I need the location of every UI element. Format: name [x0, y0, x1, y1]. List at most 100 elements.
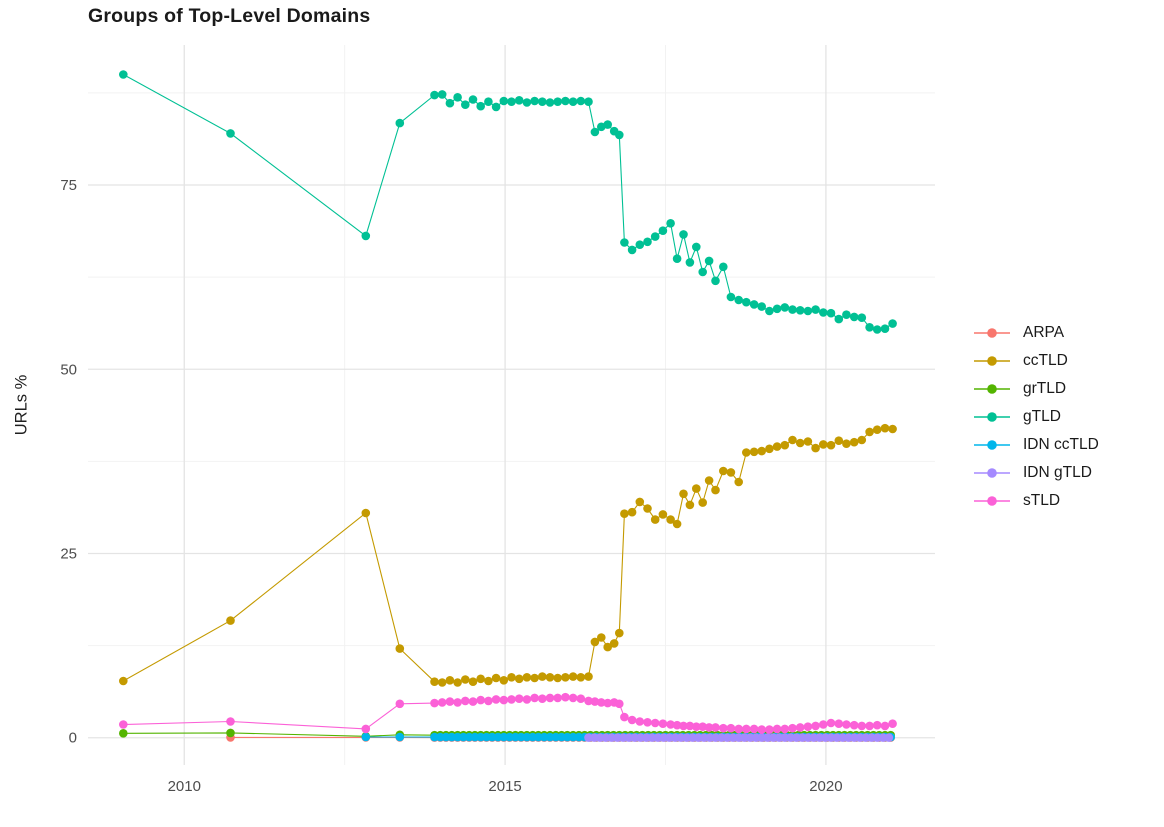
data-point — [584, 696, 593, 706]
data-point — [698, 498, 707, 507]
data-point — [811, 721, 820, 731]
data-point — [361, 231, 371, 241]
data-point — [615, 699, 624, 709]
data-point — [476, 674, 486, 684]
data-point — [643, 237, 652, 247]
data-point — [453, 678, 462, 687]
data-point — [757, 446, 766, 456]
data-point — [507, 673, 516, 682]
data-point — [499, 676, 509, 685]
data-point — [361, 508, 371, 518]
legend-item-arpa: ARPA — [973, 323, 1099, 343]
data-point — [597, 698, 606, 707]
data-point — [553, 97, 562, 106]
data-point — [590, 127, 600, 137]
data-point — [437, 90, 447, 99]
data-point — [849, 312, 859, 322]
data-point — [615, 628, 624, 638]
data-point — [772, 724, 782, 734]
data-point — [119, 70, 128, 79]
data-point — [880, 423, 890, 433]
data-point — [226, 129, 235, 138]
data-point — [226, 717, 235, 726]
legend-label: ARPA — [1023, 324, 1065, 341]
data-point — [742, 724, 751, 734]
legend-label: sTLD — [1023, 492, 1061, 509]
legend-key-icon — [974, 440, 1010, 450]
data-point — [499, 96, 509, 106]
data-point — [545, 673, 555, 682]
data-point — [884, 733, 894, 742]
data-point — [538, 97, 547, 106]
chart-title: Groups of Top-Level Domains — [88, 5, 371, 27]
data-point — [749, 300, 759, 309]
data-point — [650, 515, 660, 524]
data-point — [499, 695, 509, 705]
data-point — [842, 439, 851, 449]
data-point — [872, 720, 882, 730]
data-point — [522, 695, 532, 704]
legend-item-idn-gtld: IDN gTLD — [973, 463, 1099, 483]
data-point — [568, 672, 578, 681]
data-point — [620, 712, 629, 722]
data-point — [361, 732, 371, 742]
data-point — [395, 644, 405, 653]
data-point — [361, 724, 371, 734]
series-stld — [119, 692, 897, 734]
data-point — [491, 695, 501, 704]
data-point — [780, 724, 790, 734]
data-point — [658, 510, 668, 519]
data-point — [826, 440, 836, 450]
data-point — [476, 101, 486, 111]
data-point — [765, 725, 774, 734]
data-point — [568, 97, 578, 106]
y-tick-label: 50 — [60, 361, 77, 378]
series-cctld — [119, 423, 897, 687]
data-point — [468, 95, 478, 104]
data-point — [530, 96, 539, 106]
data-point — [453, 698, 462, 707]
data-point — [803, 437, 813, 446]
data-point — [726, 468, 736, 477]
data-point — [484, 97, 493, 106]
data-point — [888, 319, 897, 328]
data-point — [561, 692, 570, 702]
data-point — [584, 672, 593, 681]
data-point — [780, 303, 790, 312]
data-point — [811, 443, 820, 453]
data-point — [795, 438, 805, 448]
data-point — [627, 715, 637, 725]
data-point — [666, 219, 675, 228]
data-point — [872, 425, 882, 435]
data-point — [692, 242, 701, 252]
data-point — [711, 723, 720, 732]
legend-label: gTLD — [1023, 408, 1061, 425]
data-point — [780, 440, 790, 450]
data-point — [119, 720, 128, 729]
data-point — [865, 721, 874, 731]
data-point — [553, 693, 562, 703]
data-point — [226, 728, 235, 738]
data-point — [635, 240, 645, 249]
data-point — [679, 230, 688, 239]
data-point — [590, 697, 600, 706]
data-point — [849, 720, 859, 730]
legend-label: IDN gTLD — [1023, 464, 1092, 481]
data-point — [788, 305, 797, 314]
data-point — [834, 436, 844, 446]
data-point — [692, 722, 701, 731]
data-point — [857, 721, 867, 731]
data-point — [704, 476, 714, 485]
legend: ARPA ccTLD grTLD gTLD IDN ccTLD IDN gTLD sTLD — [973, 323, 1099, 511]
y-tick-label: 25 — [60, 545, 77, 562]
data-point — [726, 723, 736, 733]
data-point — [888, 424, 897, 434]
data-point — [395, 699, 405, 709]
data-point — [484, 676, 493, 686]
data-point — [857, 313, 867, 323]
data-point — [811, 305, 820, 314]
data-point — [679, 489, 688, 499]
data-point — [568, 693, 578, 703]
data-point — [757, 302, 766, 311]
